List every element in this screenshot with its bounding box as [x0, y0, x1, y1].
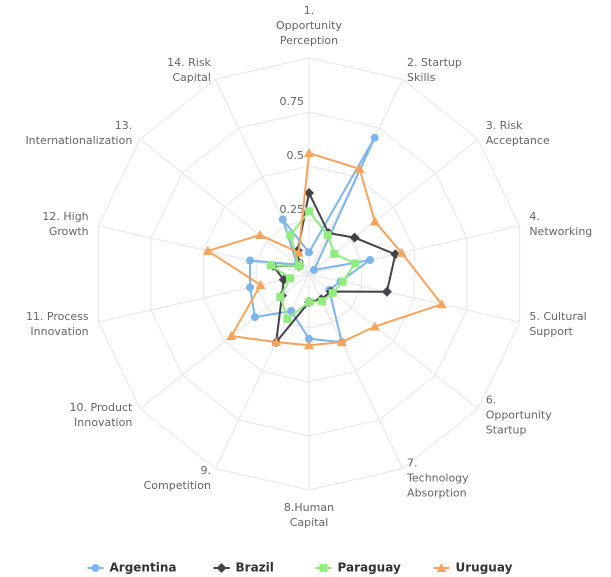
marker	[354, 163, 365, 173]
axis-label: 10. Product Innovation	[69, 400, 133, 429]
axis-line	[308, 225, 520, 275]
marker	[276, 292, 285, 301]
marker	[305, 207, 313, 216]
marker	[271, 337, 282, 347]
legend-label: Paraguay	[338, 561, 401, 575]
marker	[305, 334, 313, 343]
marker	[202, 245, 213, 255]
y-tick-label: 0.25	[280, 203, 305, 216]
axis-label: 2. Startup Skills	[407, 56, 462, 85]
axis-label: 13. Internationalization	[25, 119, 133, 148]
marker	[396, 247, 407, 257]
legend-label: Brazil	[236, 561, 274, 575]
axis-line	[214, 273, 310, 469]
marker	[369, 321, 380, 331]
marker	[286, 231, 295, 240]
legend-item: Uruguay	[433, 561, 513, 575]
axis-label: 7. Technology Absorption	[407, 456, 469, 500]
marker	[283, 314, 292, 323]
axis-label: 11. Process Innovation	[25, 310, 89, 339]
marker	[255, 229, 266, 239]
axis-label: 4. Networking	[529, 209, 593, 238]
marker	[436, 563, 447, 572]
axis-label: 9. Competition	[143, 463, 211, 492]
marker	[319, 564, 328, 572]
axis-line	[98, 273, 310, 323]
marker	[304, 148, 314, 158]
marker	[216, 563, 227, 573]
marker	[349, 232, 360, 243]
marker	[246, 283, 255, 292]
marker	[267, 261, 276, 270]
axis-line	[308, 273, 479, 410]
series-line	[205, 151, 444, 347]
marker	[91, 564, 100, 572]
marker	[338, 277, 347, 286]
marker	[370, 133, 379, 142]
legend-label: Uruguay	[456, 561, 513, 575]
marker	[304, 340, 314, 350]
axis-label: 3. Risk Acceptance	[485, 119, 550, 148]
marker	[336, 337, 347, 347]
axis-line	[214, 79, 310, 275]
y-tick-label: 0.75	[280, 95, 305, 108]
marker	[366, 256, 375, 265]
marker	[286, 274, 295, 283]
axis-label: 6. Opportunity Startup	[485, 393, 552, 437]
marker	[305, 298, 313, 307]
marker	[369, 216, 380, 226]
axis-label: 12. High Growth	[42, 209, 89, 238]
marker	[226, 330, 237, 340]
legend-item: Argentina	[87, 561, 177, 575]
marker	[278, 215, 287, 224]
marker	[381, 286, 392, 297]
marker	[310, 265, 319, 274]
legend-item: Paraguay	[315, 561, 401, 575]
legend-item: Brazil	[213, 561, 274, 575]
marker	[294, 261, 303, 270]
marker	[246, 256, 255, 265]
marker	[304, 188, 314, 198]
marker	[293, 247, 304, 257]
marker	[305, 248, 313, 257]
marker	[250, 313, 259, 322]
marker	[255, 280, 266, 290]
marker	[318, 297, 327, 306]
marker	[330, 249, 339, 258]
axis-label: 8.Human Capital	[283, 501, 335, 529]
axis-label: 5. Cultural Support	[529, 310, 587, 339]
marker	[323, 231, 332, 240]
marker	[436, 299, 447, 309]
legend-label: Argentina	[110, 561, 177, 575]
axis-label: 14. Risk Capital	[167, 56, 211, 85]
axis-line	[139, 138, 310, 275]
marker	[328, 288, 337, 297]
marker	[351, 259, 360, 268]
marker	[287, 306, 296, 315]
y-tick-label: 0.5	[287, 149, 305, 162]
axis-line	[308, 273, 404, 469]
axis-label: 1. Opportunity Perception	[275, 4, 343, 47]
